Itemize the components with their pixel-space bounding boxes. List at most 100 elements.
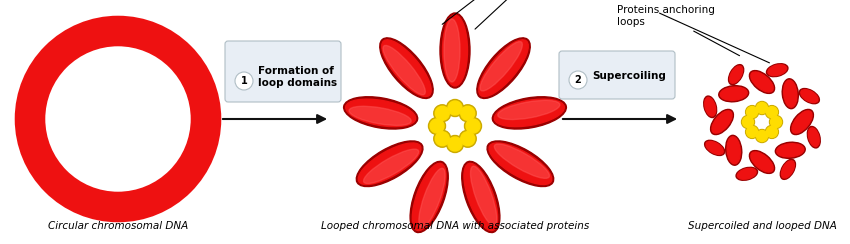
Circle shape [464,118,481,134]
Ellipse shape [356,141,423,187]
Circle shape [459,130,476,147]
Circle shape [743,116,753,128]
Circle shape [746,107,757,118]
Ellipse shape [462,161,500,233]
Circle shape [448,101,462,115]
Ellipse shape [477,38,530,99]
Circle shape [235,72,253,90]
Circle shape [434,105,450,122]
Text: Supercoiling: Supercoiling [592,71,666,81]
Ellipse shape [780,159,796,179]
Circle shape [430,119,444,133]
Ellipse shape [777,144,804,157]
Circle shape [445,116,465,136]
Circle shape [435,106,450,120]
Circle shape [765,106,779,119]
Ellipse shape [349,106,411,125]
Circle shape [446,135,463,152]
Circle shape [435,132,450,146]
FancyBboxPatch shape [225,41,341,102]
Ellipse shape [480,41,523,91]
Ellipse shape [736,167,757,180]
Ellipse shape [471,166,496,226]
Ellipse shape [711,109,734,135]
Ellipse shape [750,71,774,93]
Circle shape [756,102,768,114]
Ellipse shape [775,142,805,158]
Circle shape [20,21,216,217]
Ellipse shape [727,137,740,164]
Ellipse shape [464,163,498,231]
Ellipse shape [790,109,813,135]
Ellipse shape [412,163,446,231]
Ellipse shape [767,64,788,77]
Ellipse shape [498,100,560,120]
Ellipse shape [792,111,812,133]
Circle shape [459,105,476,122]
Circle shape [428,118,445,134]
Circle shape [745,125,758,138]
Ellipse shape [705,140,724,155]
Circle shape [434,130,450,147]
Ellipse shape [380,38,434,99]
Circle shape [466,119,480,133]
Ellipse shape [492,97,566,129]
Text: Formation of
loop domains: Formation of loop domains [258,66,337,88]
Text: Loop domains: Loop domains [475,0,558,29]
Circle shape [448,137,462,151]
Circle shape [769,115,783,129]
Ellipse shape [704,96,717,118]
Ellipse shape [479,40,529,97]
Ellipse shape [781,161,794,178]
Circle shape [461,106,475,120]
Ellipse shape [738,168,756,179]
Ellipse shape [495,144,549,178]
Circle shape [756,131,768,142]
Ellipse shape [487,141,553,187]
Ellipse shape [751,152,774,172]
Text: Circular chromosomal DNA: Circular chromosomal DNA [48,221,188,231]
Circle shape [741,115,755,129]
Circle shape [461,132,475,146]
Ellipse shape [720,87,747,100]
Ellipse shape [729,66,743,83]
Ellipse shape [712,111,732,133]
Circle shape [756,130,768,142]
Circle shape [767,107,778,118]
Ellipse shape [728,65,744,85]
Ellipse shape [489,143,552,184]
Ellipse shape [706,142,723,154]
Ellipse shape [358,143,421,184]
Circle shape [765,125,779,138]
Ellipse shape [495,99,564,127]
Ellipse shape [719,86,749,102]
Ellipse shape [808,128,819,146]
Circle shape [754,114,770,130]
Circle shape [746,126,757,137]
Text: 1: 1 [241,76,247,86]
Ellipse shape [382,40,431,97]
Ellipse shape [784,80,796,107]
Text: Supercoiled and looped DNA: Supercoiled and looped DNA [688,221,836,231]
Ellipse shape [750,151,774,173]
Ellipse shape [440,13,470,88]
Ellipse shape [751,72,774,92]
Text: 2: 2 [575,75,581,85]
Ellipse shape [443,15,468,86]
Ellipse shape [410,161,448,233]
Text: Looped chromosomal DNA with associated proteins: Looped chromosomal DNA with associated p… [320,221,589,231]
Circle shape [446,100,463,116]
Ellipse shape [726,135,742,165]
Ellipse shape [808,126,820,148]
Ellipse shape [419,168,445,228]
Ellipse shape [799,89,819,104]
Text: Proteins anchoring
loops: Proteins anchoring loops [617,5,740,56]
Ellipse shape [343,97,417,129]
Ellipse shape [782,79,798,109]
Circle shape [40,41,196,197]
Ellipse shape [768,65,786,76]
Circle shape [767,126,778,137]
FancyBboxPatch shape [559,51,675,99]
Ellipse shape [383,45,425,95]
Ellipse shape [801,90,818,102]
